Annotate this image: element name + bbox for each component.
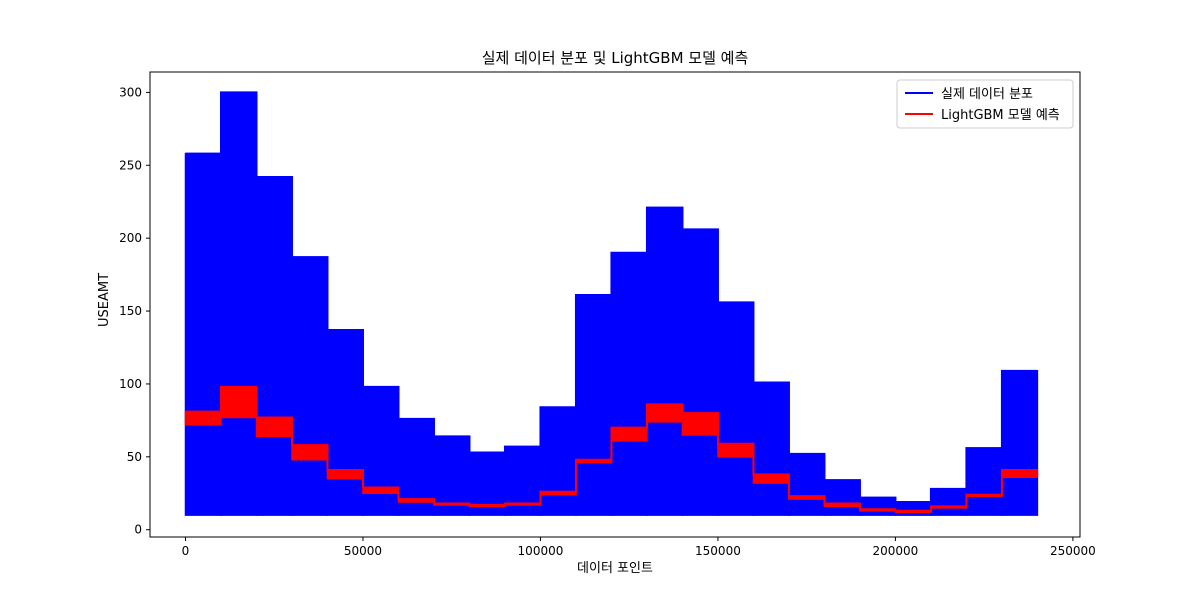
actual-segment-20 — [894, 501, 932, 516]
series-actual — [184, 91, 1039, 516]
actual-segment-23 — [1001, 370, 1039, 516]
prediction-segment-12 — [610, 426, 648, 442]
x-axis: 0 50000 100000 150000 200000 250000 — [182, 537, 1096, 558]
prediction-segment-14 — [681, 412, 719, 436]
legend: 실제 데이터 분포 LightGBM 모델 예측 — [896, 79, 1074, 129]
actual-segment-14 — [681, 228, 719, 516]
actual-segment-4 — [326, 329, 364, 516]
prediction-segment-0 — [184, 410, 222, 426]
actual-line — [185, 91, 1038, 504]
actual-segment-16 — [752, 381, 790, 516]
actual-segment-1 — [220, 91, 258, 516]
actual-segment-2 — [255, 176, 293, 516]
x-tick-label: 0 — [182, 544, 190, 558]
legend-label: 실제 데이터 분포 — [941, 87, 1033, 102]
prediction-segment-2 — [255, 416, 293, 438]
x-tick-label: 150000 — [695, 544, 741, 558]
x-tick-label: 50000 — [344, 544, 382, 558]
prediction-segment-3 — [291, 444, 329, 461]
x-axis-label: 데이터 포인트 — [577, 561, 653, 576]
x-tick-label: 250000 — [1050, 544, 1096, 558]
actual-segment-5 — [362, 386, 400, 516]
y-tick-label: 150 — [119, 304, 142, 318]
prediction-segment-13 — [646, 403, 684, 423]
plot-area — [184, 91, 1039, 516]
series-prediction — [184, 385, 1039, 514]
actual-segment-7 — [433, 435, 471, 516]
actual-segment-0 — [184, 152, 222, 516]
y-tick-label: 0 — [134, 523, 142, 537]
prediction-segment-15 — [717, 442, 755, 458]
actual-segment-17 — [788, 453, 826, 516]
actual-segment-21 — [930, 488, 968, 516]
x-tick-label: 100000 — [518, 544, 564, 558]
legend-label: LightGBM 모델 예측 — [941, 108, 1060, 123]
actual-segment-22 — [965, 447, 1003, 516]
y-axis: 0 50 100 150 200 250 300 — [119, 85, 150, 537]
prediction-segment-16 — [752, 473, 790, 484]
legend-box — [896, 79, 1074, 129]
y-tick-label: 250 — [119, 158, 142, 172]
y-tick-label: 300 — [119, 85, 142, 99]
actual-segment-18 — [823, 479, 861, 516]
axes-frame — [149, 71, 1081, 538]
prediction-line — [185, 385, 1038, 512]
chart-title: 실제 데이터 분포 및 LightGBM 모델 예측 — [482, 49, 749, 67]
y-tick-label: 100 — [119, 377, 142, 391]
y-tick-label: 50 — [127, 450, 142, 464]
actual-segment-15 — [717, 301, 755, 516]
actual-segment-3 — [291, 256, 329, 516]
y-axis-label: USEAMT — [97, 273, 112, 327]
prediction-segment-1 — [220, 386, 258, 419]
actual-segment-12 — [610, 252, 648, 516]
actual-segment-11 — [575, 294, 613, 516]
actual-segment-10 — [539, 406, 577, 516]
actual-segment-19 — [859, 496, 897, 516]
x-tick-label: 200000 — [873, 544, 919, 558]
actual-segment-13 — [646, 206, 684, 516]
y-tick-label: 200 — [119, 231, 142, 245]
prediction-segment-4 — [326, 469, 364, 480]
prediction-segment-23 — [1001, 469, 1039, 478]
